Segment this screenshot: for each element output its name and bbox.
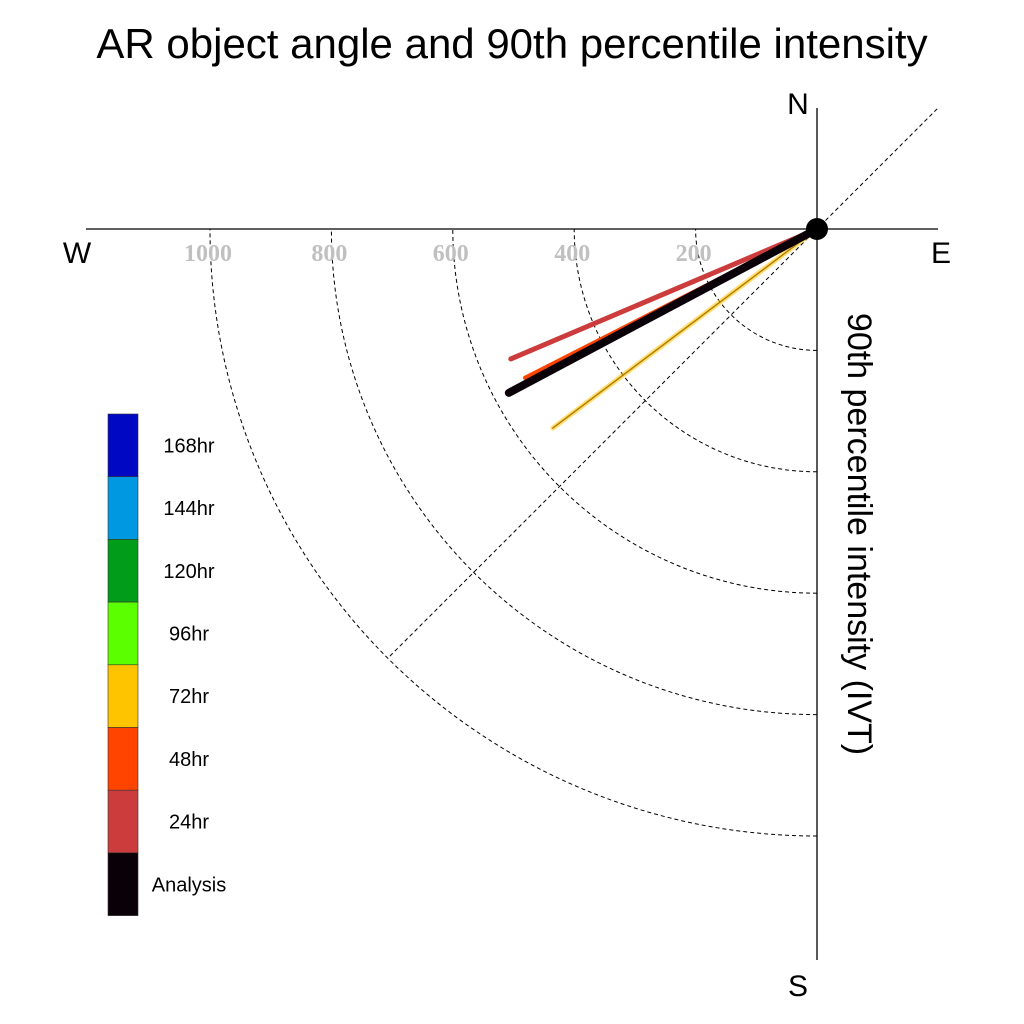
grid-arc-600 — [452, 228, 818, 594]
y-axis-label: 90th percentile intensity (IVT) — [840, 313, 878, 755]
compass-east: E — [931, 237, 951, 270]
legend-label-120hr: 120hr — [163, 561, 214, 583]
legend-swatch-Analysis — [107, 852, 139, 916]
legend-swatch-144hr — [107, 476, 139, 540]
tick-label-800: 800 — [311, 241, 347, 267]
compass-south: S — [788, 970, 808, 1003]
legend-label-168hr: 168hr — [163, 435, 214, 457]
legend-swatch-168hr — [107, 413, 139, 478]
radial-tick-labels: 200 400 600 800 1000 — [184, 241, 712, 267]
tick-label-400: 400 — [554, 241, 590, 267]
legend-label-96hr: 96hr — [169, 623, 209, 645]
vector-24hr — [508, 226, 820, 362]
vector-72hr — [552, 228, 818, 429]
tick-label-200: 200 — [676, 241, 712, 267]
legend-label-Analysis: Analysis — [152, 874, 226, 896]
legend-swatch-120hr — [107, 539, 139, 603]
legend-label-48hr: 48hr — [169, 749, 209, 771]
legend-swatch-48hr — [107, 727, 139, 791]
chart-title: AR object angle and 90th percentile inte… — [96, 20, 927, 67]
grid-arc-1000 — [209, 228, 818, 837]
legend-swatch-72hr — [107, 664, 139, 728]
vector-Analysis — [504, 225, 821, 397]
legend-label-144hr: 144hr — [163, 498, 214, 520]
compass-north: N — [787, 88, 809, 121]
vector-series — [504, 225, 821, 431]
polar-grid — [209, 108, 938, 837]
tick-label-1000: 1000 — [184, 241, 232, 267]
diagonal-guide-line — [387, 108, 938, 659]
legend-swatch-96hr — [107, 601, 139, 666]
tick-label-600: 600 — [433, 241, 469, 267]
origin-dot — [806, 218, 828, 240]
legend-label-24hr: 24hr — [169, 812, 209, 834]
legend: 168hr 144hr 120hr 96hr 72hr 48hr 24hr Analysis — [107, 413, 226, 916]
grid-arc-200 — [695, 228, 818, 351]
grid-arc-800 — [330, 228, 818, 716]
compass-west: W — [63, 237, 92, 270]
legend-label-72hr: 72hr — [169, 686, 209, 708]
legend-swatch-24hr — [107, 789, 139, 854]
grid-arc-400 — [573, 228, 818, 473]
